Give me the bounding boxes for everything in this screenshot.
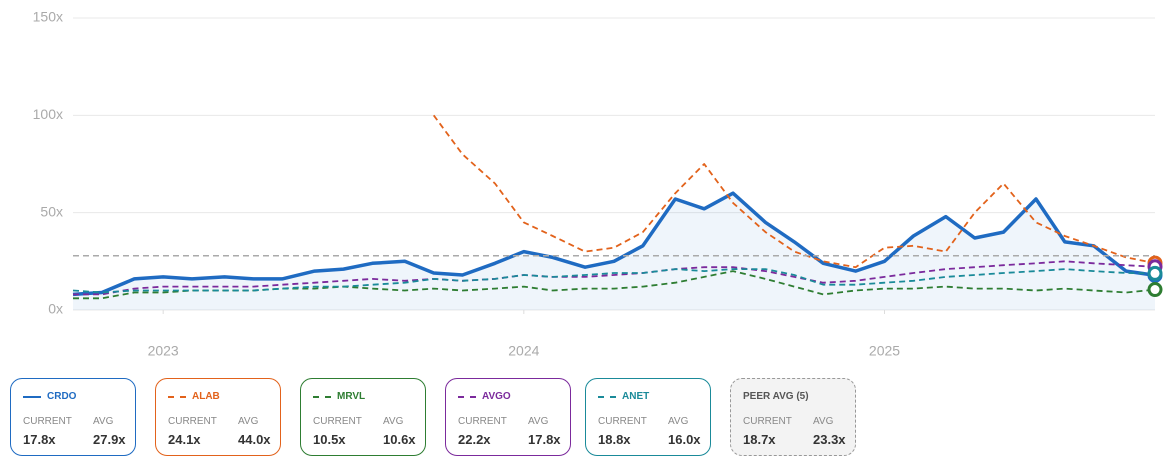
legend-name: MRVL [337, 391, 366, 402]
card-header: AVG [238, 416, 259, 427]
card-value: 17.8x [528, 432, 561, 447]
chart: 0x 50x 100x 150x 2023 2024 2025 [33, 9, 1163, 359]
card-header: CURRENT [598, 416, 647, 427]
card-value: 27.9x [93, 432, 126, 447]
card-value: 44.0x [238, 432, 271, 447]
line [432, 114, 1156, 269]
area [73, 193, 1155, 310]
end-marker [1147, 282, 1163, 298]
card-value: 18.8x [598, 432, 631, 447]
card-header: CURRENT [458, 416, 507, 427]
legend-card: PEER AVG (5) CURRENT 18.7x AVG 23.3x [730, 378, 856, 456]
card-header: CURRENT [168, 416, 217, 427]
legend-swatch [23, 396, 41, 398]
card-value: 24.1x [168, 432, 201, 447]
card-header: AVG [528, 416, 549, 427]
legend-name: CRDO [47, 391, 77, 402]
legend-card: AVGO CURRENT 22.2x AVG 17.8x [445, 378, 571, 456]
legend-name: AVGO [482, 391, 511, 402]
legend-card: CRDO CURRENT 17.8x AVG 27.9x [10, 378, 136, 456]
legend-swatch [313, 396, 331, 398]
legend-card: MRVL CURRENT 10.5x AVG 10.6x [300, 378, 426, 456]
card-header: CURRENT [743, 416, 792, 427]
card-value: 22.2x [458, 432, 491, 447]
card-header: AVG [668, 416, 689, 427]
x-tick-label: 2024 [508, 343, 539, 359]
card-value: 17.8x [23, 432, 56, 447]
line [72, 191, 1156, 297]
card-header: CURRENT [23, 416, 72, 427]
line [73, 260, 1156, 296]
legend-card: ANET CURRENT 18.8x AVG 16.0x [585, 378, 711, 456]
y-tick-label: 100x [33, 106, 63, 122]
card-value: 10.5x [313, 432, 346, 447]
card-header: AVG [93, 416, 114, 427]
line [72, 268, 1156, 294]
legend-name: PEER AVG (5) [743, 391, 809, 402]
card-header: CURRENT [313, 416, 362, 427]
card-value: 18.7x [743, 432, 776, 447]
legend-card: ALAB CURRENT 24.1x AVG 44.0x [155, 378, 281, 456]
card-value: 23.3x [813, 432, 846, 447]
legend-swatch [598, 396, 616, 398]
x-tick-label: 2025 [869, 343, 900, 359]
legend-name: ANET [622, 391, 650, 402]
x-tick-label: 2023 [148, 343, 179, 359]
legend-name: ALAB [192, 391, 220, 402]
card-header: AVG [383, 416, 404, 427]
card-value: 16.0x [668, 432, 701, 447]
y-tick-label: 50x [40, 203, 63, 219]
legend-swatch [168, 396, 186, 398]
legend-swatch [458, 396, 476, 398]
y-tick-label: 0x [48, 301, 63, 317]
end-marker [1147, 265, 1163, 281]
y-tick-label: 150x [33, 9, 63, 25]
card-header: AVG [813, 416, 834, 427]
card-value: 10.6x [383, 432, 416, 447]
